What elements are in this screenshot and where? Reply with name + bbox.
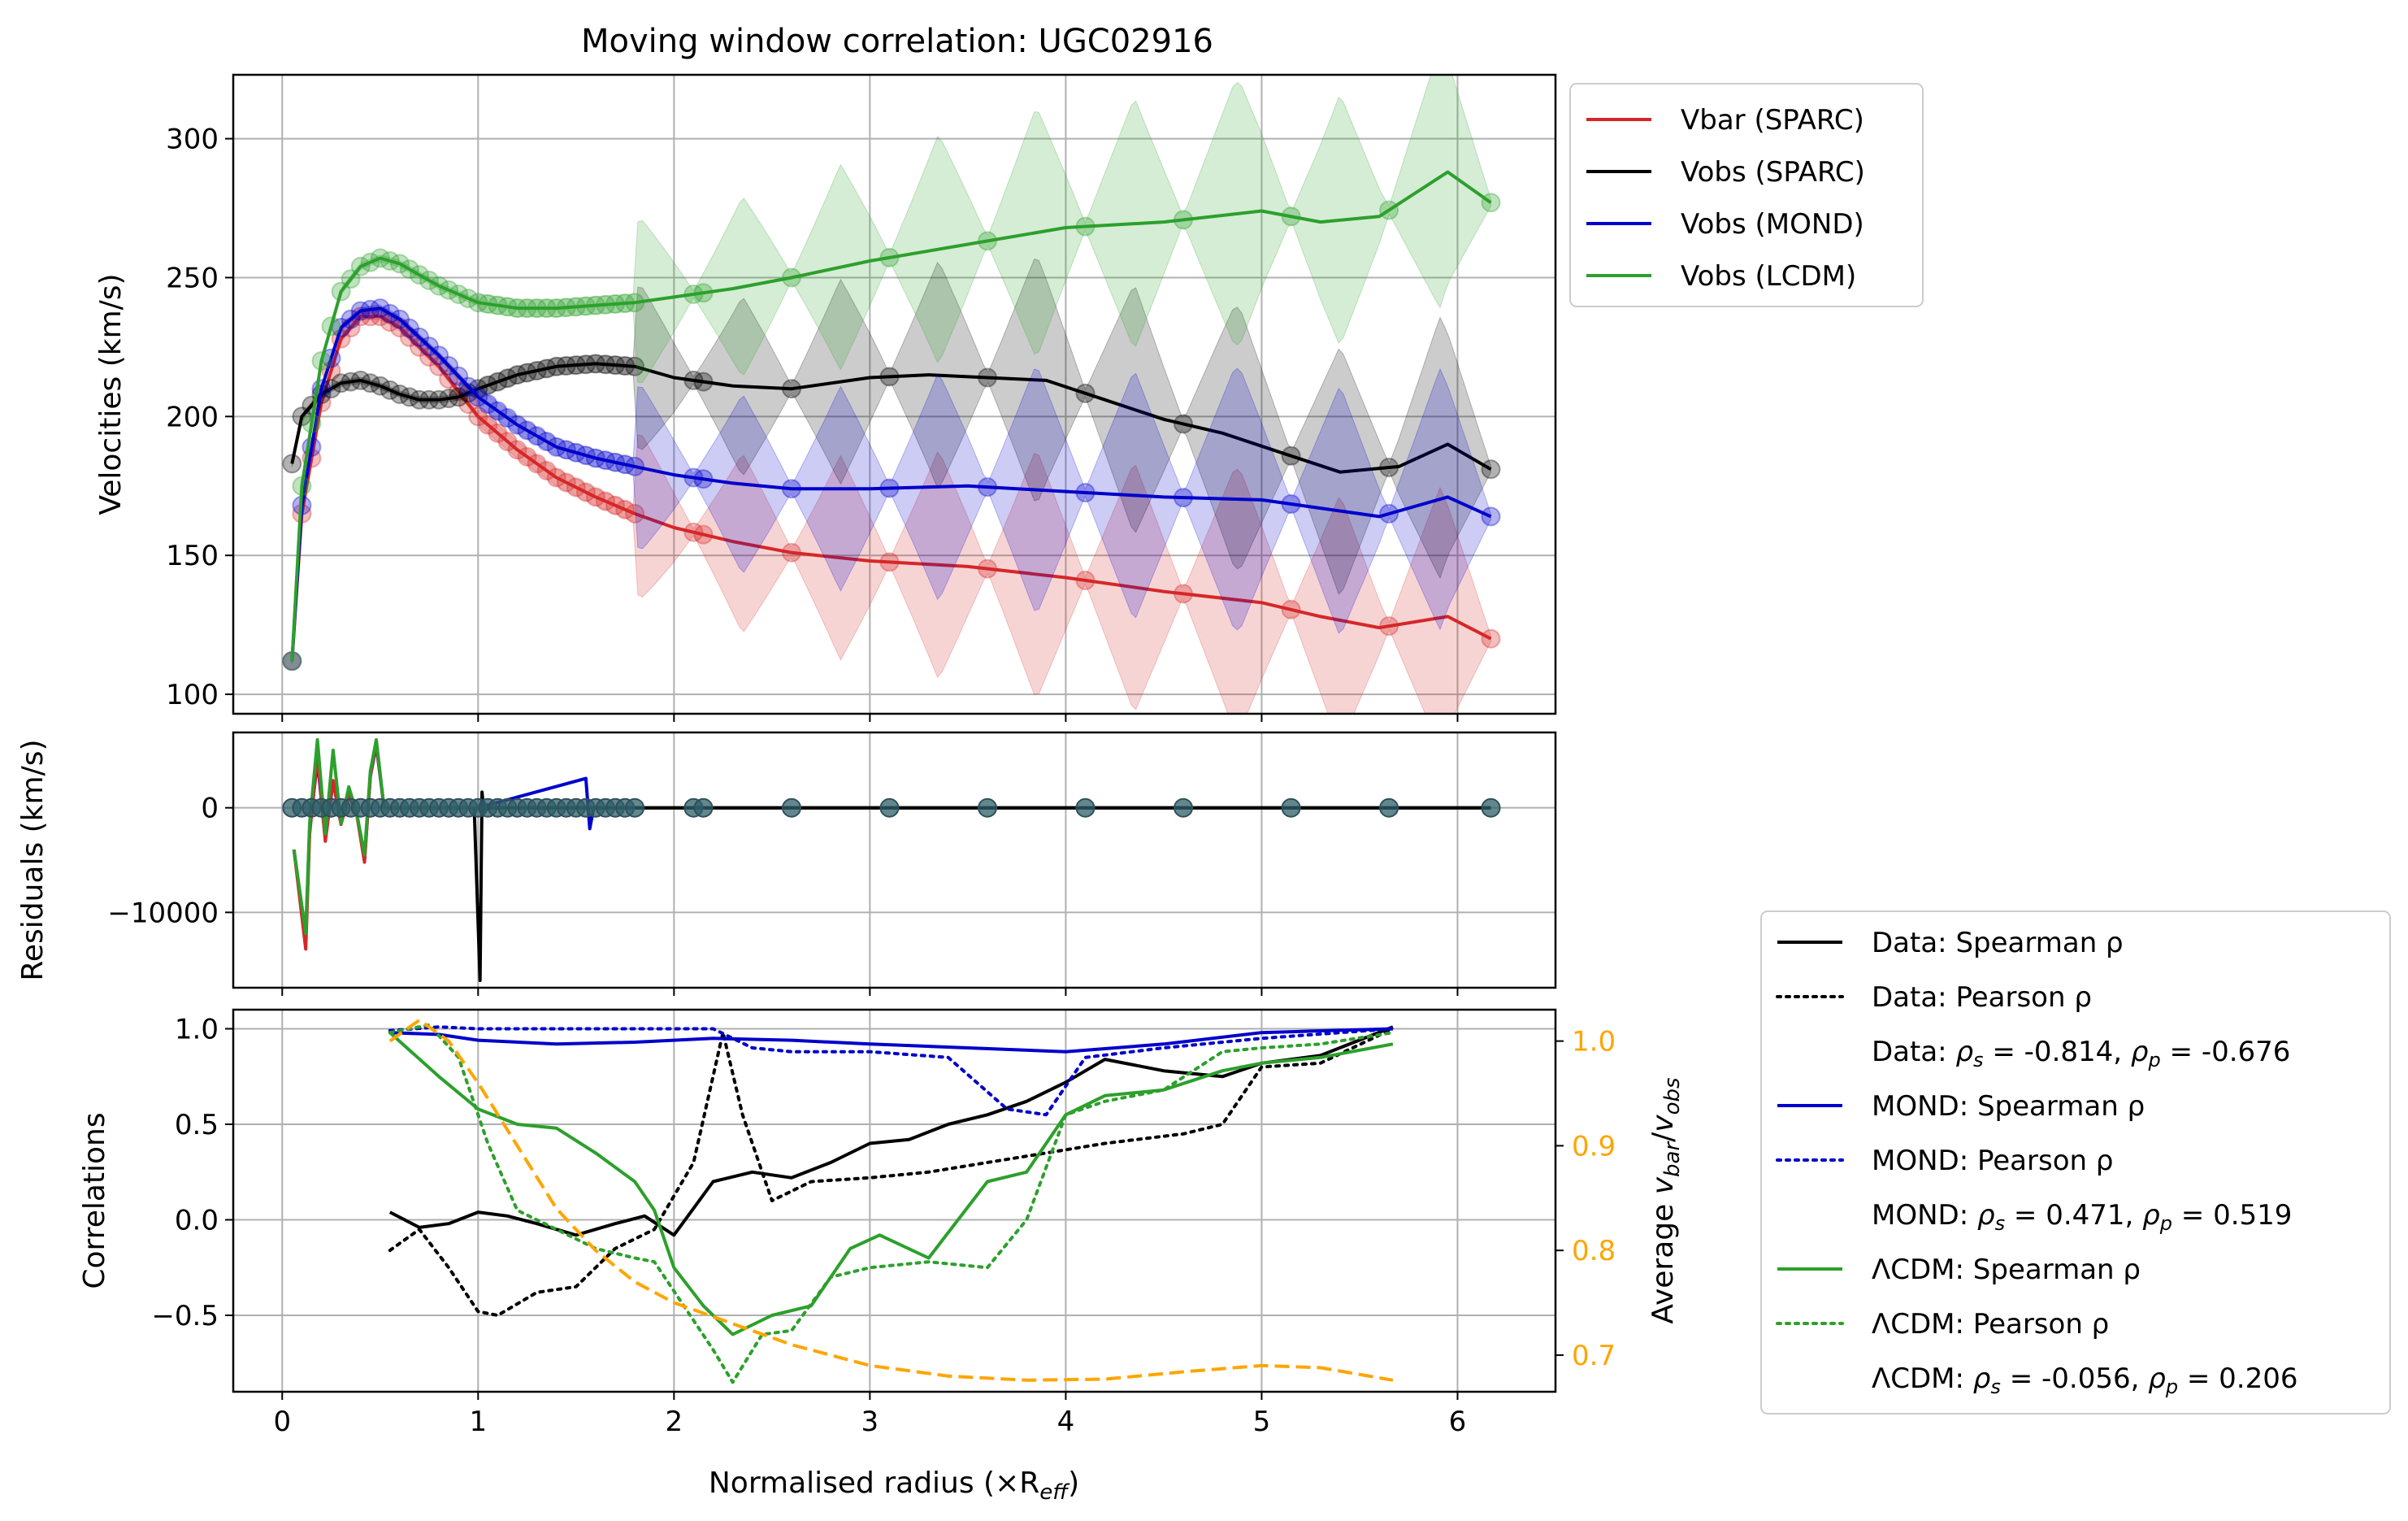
correlation-legend: Data: Spearman ρ Data: Pearson ρ Data: ρs … [1760, 910, 2391, 1415]
y-axis-label: Correlations [78, 1112, 111, 1289]
residual-point [625, 797, 645, 818]
axes-frame [232, 731, 1557, 989]
legend-label: ΛCDM: Pearson ρ [1872, 1308, 2109, 1341]
axes-velocities: 100 150 200 250 300 Velocities (km/s) [94, 73, 1557, 722]
axes-frame [232, 73, 1557, 715]
x-tick-label: 4 [1057, 1406, 1075, 1438]
residual-series [282, 738, 1501, 982]
legend-label: Vobs (SPARC) [1681, 156, 1865, 189]
correlation-series [388, 1018, 1395, 1384]
series-line-2 [290, 306, 1492, 662]
y-tick-label: 300 [166, 124, 219, 156]
band-2 [291, 304, 1491, 664]
x-tick-label: 5 [1253, 1406, 1271, 1438]
y-tick-label: −0.5 [151, 1300, 219, 1332]
y-axis-label: Residuals (km/s) [16, 739, 50, 980]
correlation-line-0 [388, 1025, 1394, 1237]
band-1 [291, 258, 1491, 595]
ratio-line [388, 1018, 1394, 1382]
y2-tick-label: 1.0 [1572, 1026, 1616, 1058]
residual-point [782, 797, 801, 818]
series-line-3 [290, 170, 1492, 662]
legend-label: Data: Spearman ρ [1872, 927, 2124, 959]
legend-label: ΛCDM: Spearman ρ [1872, 1254, 2141, 1286]
velocity-series [282, 75, 1501, 714]
residual-point [1281, 797, 1301, 818]
series-line-0 [290, 315, 1492, 662]
correlation-line-2 [389, 1027, 1393, 1054]
y-tick-label: 200 [166, 401, 219, 433]
axes-correlations: 0 1 2 3 4 5 6 −0.5 0.0 0.5 1.0 0.7 0.8 0.9 1.0 Correlat… [78, 1008, 1685, 1505]
legend-label: MOND: Pearson ρ [1872, 1145, 2113, 1177]
x-tick-label: 3 [861, 1406, 879, 1438]
legend-label: Data: Pearson ρ [1872, 981, 2092, 1014]
y-tick-label: 0.5 [175, 1109, 219, 1141]
correlation-line-1 [388, 1027, 1395, 1317]
x-tick-label: 0 [273, 1406, 291, 1438]
figure-title: Moving window correlation: UGC02916 [581, 23, 1213, 60]
x-axis-label: Normalised radius (×Reff) [709, 1467, 1079, 1505]
legend-frame [1760, 910, 2391, 1415]
residual-point [1075, 797, 1096, 818]
legend-frame [1569, 83, 1924, 307]
legend-stat-label: MOND: ρs = 0.471, ρp = 0.519 [1872, 1199, 2292, 1235]
y2-tick-label: 0.9 [1572, 1130, 1616, 1162]
y-tick-label: 150 [166, 540, 219, 572]
residual-point [978, 797, 997, 818]
legend-label: Vobs (LCDM) [1681, 260, 1856, 293]
y-tick-label: −10000 [107, 897, 219, 929]
correlation-line-5 [388, 1023, 1395, 1384]
band-0 [291, 312, 1491, 714]
residual-point [879, 797, 900, 818]
y2-tick-label: 0.7 [1572, 1340, 1616, 1372]
residual-point [693, 797, 714, 818]
axes-residuals: −10000 0 Residuals (km/s) [16, 731, 1557, 996]
residual-point [1481, 797, 1501, 818]
residual-line-2 [292, 738, 1491, 936]
x-tick-label: 6 [1449, 1406, 1467, 1438]
y2-tick-label: 0.8 [1572, 1235, 1616, 1267]
y-axis-label: Velocities (km/s) [94, 273, 128, 515]
axes-frame [232, 1008, 1557, 1393]
plot-area [233, 1010, 1555, 1392]
x-tick-label: 1 [469, 1406, 487, 1438]
legend-stat-label: ΛCDM: ρs = -0.056, ρp = 0.206 [1872, 1362, 2298, 1398]
x-tick-label: 2 [666, 1406, 683, 1438]
y-tick-label: 250 [166, 262, 219, 294]
y2-axis-label: Average vbar/vobs [1647, 1077, 1685, 1323]
y-tick-label: 0.0 [175, 1205, 219, 1237]
plot-area [233, 75, 1555, 714]
residual-point [1174, 797, 1193, 818]
series-line-1 [290, 362, 1492, 474]
y-tick-label: 0 [201, 793, 219, 825]
legend-label: Vbar (SPARC) [1681, 104, 1864, 137]
velocity-legend: Vbar (SPARC) Vobs (SPARC) Vobs (MOND) Vobs … [1569, 83, 1924, 307]
y-tick-label: 1.0 [175, 1014, 219, 1046]
legend-label: MOND: Spearman ρ [1872, 1090, 2145, 1123]
legend-stat-label: Data: ρs = -0.814, ρp = -0.676 [1872, 1036, 2290, 1071]
plot-area [233, 732, 1555, 988]
legend-label: Vobs (MOND) [1681, 208, 1864, 241]
y-tick-label: 100 [166, 679, 219, 711]
residual-point [1379, 797, 1399, 818]
band-3 [291, 75, 1491, 664]
correlation-line-3 [388, 1025, 1395, 1117]
